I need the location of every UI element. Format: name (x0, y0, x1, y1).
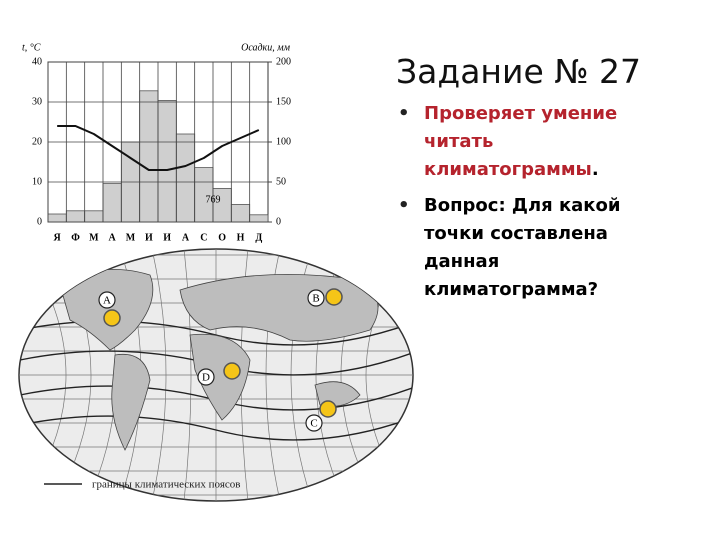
bar (47, 213, 67, 223)
x-tick-label: О (218, 232, 226, 243)
y2-tick-label: 50 (276, 176, 286, 187)
point-circle (98, 291, 116, 309)
bullet-text: Вопрос: Для какой точки составлена данна… (424, 195, 621, 300)
point-label: A (103, 295, 111, 307)
point-circle (305, 414, 323, 432)
map-legend: границы климатических поясов (92, 479, 240, 491)
bar (157, 100, 177, 223)
point-circle (197, 368, 215, 386)
point-dot (319, 400, 337, 418)
x-tick-label: Я (54, 232, 62, 243)
point-dot (325, 288, 343, 306)
point-dot (223, 362, 241, 380)
x-tick-label: Н (237, 232, 245, 243)
point-circle (307, 289, 325, 307)
bullet-end: . (591, 159, 599, 180)
y-tick-label: 30 (32, 96, 42, 107)
x-tick-label: Ф (71, 232, 80, 243)
x-tick-label: М (126, 232, 136, 243)
x-tick-label: А (109, 232, 117, 243)
y2-tick-label: 0 (276, 216, 281, 227)
bar (175, 133, 196, 223)
bar (84, 210, 104, 223)
temperature-line (57, 125, 260, 171)
x-tick-label: М (89, 232, 99, 243)
bullet-text: Проверяет умение читать климатограммы (424, 103, 618, 180)
bar (230, 203, 251, 223)
y-tick-label: 40 (32, 56, 42, 67)
bar (249, 214, 269, 223)
x-tick-label: Д (255, 232, 262, 243)
bar (139, 90, 159, 223)
bullet: Проверяет умение читать климатограммы. (396, 100, 629, 184)
axis-label: Осадки, мм (241, 42, 291, 53)
point-label: B (312, 293, 319, 305)
x-tick-label: С (200, 232, 207, 243)
point-dot (103, 309, 121, 327)
world-map: границы климатических поясов (18, 248, 414, 502)
x-tick-label: И (163, 232, 171, 243)
bar (65, 210, 86, 223)
total-label: 769 (206, 194, 221, 205)
climate-boundary (19, 415, 413, 441)
y-tick-label: 10 (32, 176, 42, 187)
axis-label: t, °C (22, 42, 41, 53)
y-tick-label: 20 (32, 136, 42, 147)
bullet-list: Проверяет умение читать климатограммы. В… (396, 100, 646, 312)
point-label: C (310, 418, 317, 430)
slide-title: Задание № 27 (396, 52, 642, 91)
y2-tick-label: 200 (276, 56, 291, 67)
bar (102, 183, 122, 223)
x-tick-label: И (145, 232, 153, 243)
bullet: Вопрос: Для какой точки составлена данна… (396, 192, 629, 304)
y-tick-label: 0 (37, 216, 42, 227)
x-tick-label: А (182, 232, 190, 243)
point-label: D (202, 372, 210, 384)
y2-tick-label: 150 (276, 96, 291, 107)
y2-tick-label: 100 (276, 136, 291, 147)
